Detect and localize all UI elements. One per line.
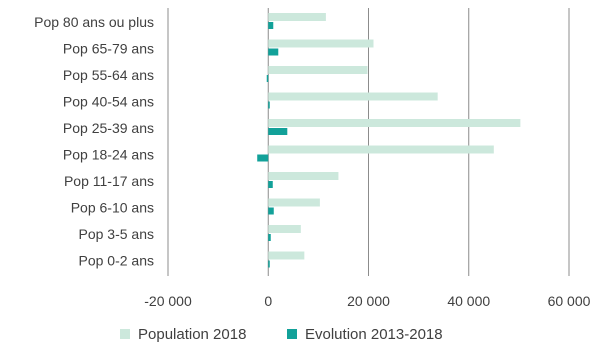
legend-label: Population 2018: [138, 326, 246, 343]
bar-evolution-2013-2018: [268, 101, 270, 109]
category-label: Pop 55-64 ans: [63, 67, 154, 83]
x-tick-labels: -20 000 0 20 000 40 000 60 000: [144, 293, 590, 309]
bar-population-2018: [268, 145, 494, 154]
bar-population-2018: [268, 251, 305, 260]
x-tick-label: 60 000: [548, 293, 591, 309]
bar-evolution-2013-2018: [257, 154, 269, 162]
bar-evolution-2013-2018: [268, 260, 270, 268]
category-label: Pop 65-79 ans: [63, 41, 154, 57]
x-tick-label: 20 000: [347, 293, 390, 309]
bar-population-2018: [268, 119, 521, 127]
bar-evolution-2013-2018: [268, 234, 271, 241]
bar-evolution-2013-2018: [268, 128, 288, 135]
legend: Population 2018 Evolution 2013-2018: [120, 326, 443, 343]
legend-swatch: [120, 329, 130, 339]
legend-swatch: [287, 329, 297, 339]
category-label: Pop 18-24 ans: [63, 147, 154, 163]
bar-population-2018: [268, 92, 438, 101]
category-label: Pop 6-10 ans: [71, 200, 154, 216]
category-label: Pop 11-17 ans: [64, 173, 154, 189]
bar-population-2018: [268, 172, 339, 180]
category-label: Pop 80 ans ou plus: [34, 14, 154, 30]
category-label: Pop 25-39 ans: [63, 120, 154, 136]
bar-evolution-2013-2018: [268, 207, 274, 215]
gridlines: [167, 8, 570, 276]
bar-population-2018: [268, 39, 374, 48]
bar-evolution-2013-2018: [268, 48, 279, 56]
x-tick-label: -20 000: [144, 293, 192, 309]
category-label: Pop 3-5 ans: [79, 226, 155, 242]
x-tick-label: 40 000: [447, 293, 490, 309]
x-tick-label: 0: [264, 293, 272, 309]
bars: [257, 13, 521, 268]
category-label: Pop 40-54 ans: [63, 94, 154, 110]
bar-evolution-2013-2018: [268, 22, 274, 29]
category-labels: Pop 80 ans ou plus Pop 65-79 ans Pop 55-64…: [34, 14, 154, 269]
legend-label: Evolution 2013-2018: [305, 326, 443, 343]
bar-evolution-2013-2018: [266, 75, 269, 82]
bar-population-2018: [268, 225, 301, 233]
bar-evolution-2013-2018: [268, 181, 273, 188]
bar-population-2018: [268, 13, 326, 21]
category-label: Pop 0-2 ans: [79, 253, 155, 269]
bar-population-2018: [268, 198, 320, 207]
bar-population-2018: [268, 66, 368, 74]
